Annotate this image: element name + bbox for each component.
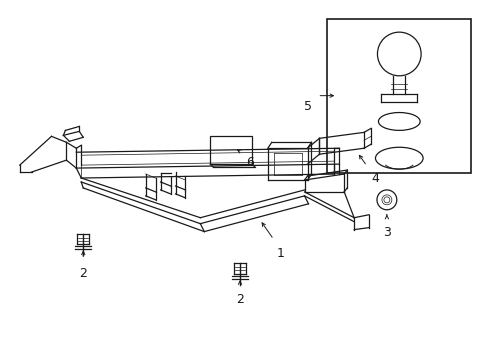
Bar	[326, 19, 470, 173]
Bar	[210, 136, 251, 164]
Text: 3: 3	[382, 226, 390, 239]
Text: 6: 6	[245, 156, 253, 169]
Text: 1: 1	[276, 247, 284, 261]
Text: 4: 4	[370, 172, 378, 185]
Text: 2: 2	[236, 293, 244, 306]
Text: 5: 5	[303, 100, 311, 113]
Text: 2: 2	[79, 267, 87, 280]
